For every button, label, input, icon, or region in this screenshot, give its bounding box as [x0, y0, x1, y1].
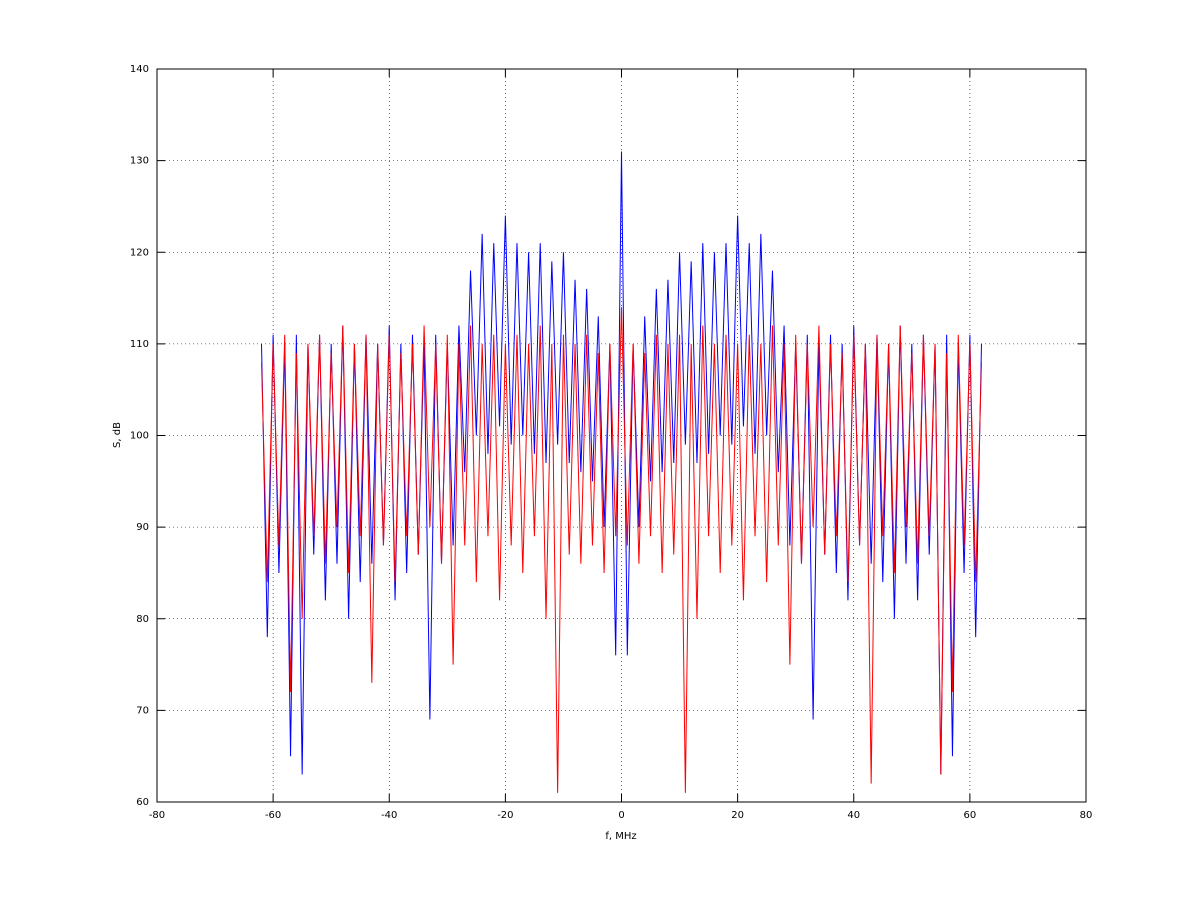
- x-tick-label: -80: [149, 810, 165, 821]
- y-axis-label: S, dB: [112, 422, 123, 448]
- x-tick-label: 40: [847, 810, 860, 821]
- y-tick-label: 80: [136, 614, 149, 625]
- y-tick-label: 140: [130, 64, 149, 75]
- plot-frame: [156, 68, 1087, 803]
- x-tick-label: 20: [731, 810, 744, 821]
- y-tick-label: 70: [136, 705, 149, 716]
- x-tick-label: 0: [618, 810, 624, 821]
- y-tick-label: 120: [130, 247, 149, 258]
- y-tick-label: 60: [136, 797, 149, 808]
- x-tick-label: 60: [964, 810, 977, 821]
- series-line: [261, 307, 982, 793]
- y-tick-label: 110: [130, 339, 149, 350]
- x-tick-label: -20: [497, 810, 513, 821]
- x-tick-label: -40: [381, 810, 397, 821]
- x-tick-label: 80: [1080, 810, 1093, 821]
- y-tick-label: 130: [130, 156, 149, 167]
- x-tick-label: -60: [265, 810, 281, 821]
- y-tick-label: 90: [136, 522, 149, 533]
- x-axis-label: f, MHz: [605, 831, 636, 842]
- y-tick-label: 100: [130, 431, 149, 442]
